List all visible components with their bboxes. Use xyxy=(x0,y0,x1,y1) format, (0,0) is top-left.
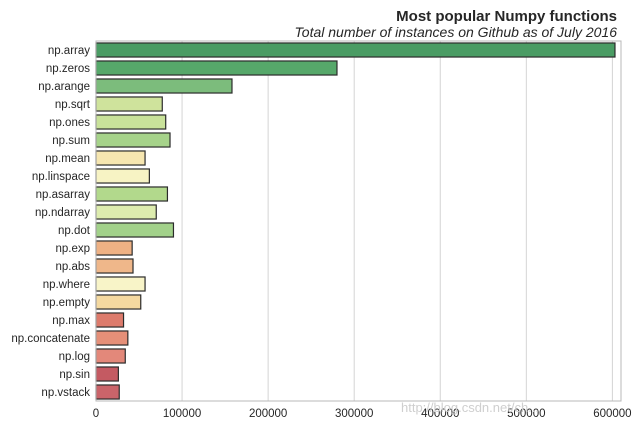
bar xyxy=(95,240,133,256)
category-label: np.log xyxy=(59,351,90,363)
bar xyxy=(95,294,142,310)
category-label: np.vstack xyxy=(41,387,90,399)
bar xyxy=(95,60,338,76)
bar xyxy=(95,348,126,364)
category-label: np.sum xyxy=(52,135,90,147)
bar xyxy=(95,312,125,328)
chart-title: Most popular Numpy functions xyxy=(396,8,617,25)
category-label: np.linspace xyxy=(32,171,90,183)
bar xyxy=(95,42,616,58)
bar xyxy=(95,96,163,112)
category-label: np.exp xyxy=(55,243,90,255)
watermark-text: http://blog.csdn.net/ch... xyxy=(401,400,539,415)
x-tick-label: 200000 xyxy=(249,408,287,420)
category-label: np.dot xyxy=(58,225,91,237)
bar xyxy=(95,366,119,382)
category-label: np.concatenate xyxy=(11,333,90,345)
category-label: np.zeros xyxy=(46,63,90,75)
category-label: np.ndarray xyxy=(35,207,90,219)
x-axis-ticks: 0 100000 200000 300000 400000 500000 600000 xyxy=(93,408,632,420)
x-tick-label: 600000 xyxy=(593,408,631,420)
bar xyxy=(95,78,233,94)
x-tick-label: 500000 xyxy=(507,408,545,420)
bars xyxy=(95,42,616,400)
category-labels: np.array np.zeros np.arange np.sqrt np.ones n… xyxy=(11,45,90,399)
x-tick-label: 100000 xyxy=(163,408,201,420)
category-label: np.where xyxy=(43,279,90,291)
category-label: np.abs xyxy=(55,261,90,273)
category-label: np.mean xyxy=(45,153,90,165)
bar xyxy=(95,276,146,292)
bar xyxy=(95,150,146,166)
bar xyxy=(95,258,134,274)
plot-frame xyxy=(95,40,622,402)
x-tick-label: 0 xyxy=(93,408,99,420)
bar xyxy=(95,168,150,184)
bar xyxy=(95,330,129,346)
category-label: np.arange xyxy=(38,81,90,93)
bar xyxy=(95,204,157,220)
chart-subtitle: Total number of instances on Github as o… xyxy=(295,24,618,40)
category-label: np.sin xyxy=(59,369,90,381)
category-label: np.max xyxy=(52,315,90,327)
bar xyxy=(95,132,171,148)
x-tick-label: 300000 xyxy=(335,408,373,420)
gridlines xyxy=(95,41,613,401)
bar xyxy=(95,384,120,400)
category-label: np.array xyxy=(48,45,90,57)
category-label: np.asarray xyxy=(36,189,91,201)
category-label: np.ones xyxy=(49,117,90,129)
bar xyxy=(95,186,169,202)
category-label: np.sqrt xyxy=(55,99,91,111)
bar xyxy=(95,114,167,130)
category-label: np.empty xyxy=(43,297,91,309)
bar xyxy=(95,222,175,238)
x-tick-label: 400000 xyxy=(421,408,459,420)
